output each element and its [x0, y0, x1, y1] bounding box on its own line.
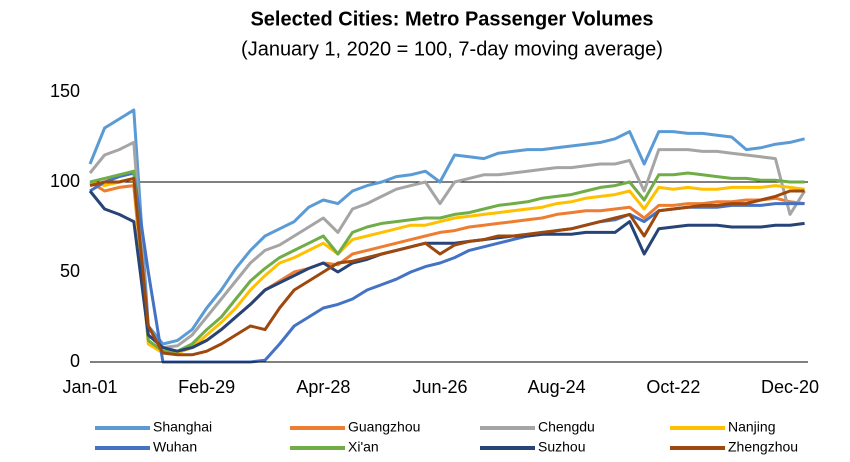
legend-label: Zhengzhou — [728, 439, 798, 455]
chart-title: Selected Cities: Metro Passenger Volumes — [250, 8, 653, 30]
chart-subtitle: (January 1, 2020 = 100, 7-day moving ave… — [241, 38, 663, 60]
series-line — [89, 176, 805, 355]
legend-label: Wuhan — [153, 439, 197, 455]
y-tick-label: 50 — [60, 261, 80, 281]
x-tick-label: Jan-01 — [62, 377, 117, 397]
series-line — [88, 140, 806, 350]
x-tick-label: Jun-26 — [412, 377, 467, 397]
x-tick-label: Feb-29 — [178, 377, 235, 397]
y-tick-label: 0 — [70, 351, 80, 371]
x-tick-label: Apr-28 — [296, 377, 350, 397]
legend-label: Suzhou — [538, 439, 585, 455]
series-line — [88, 108, 805, 346]
legend-label: Xi'an — [348, 439, 379, 455]
x-tick-label: Aug-24 — [528, 377, 586, 397]
series-line — [89, 171, 805, 364]
x-tick-label: Dec-20 — [761, 377, 819, 397]
y-tick-label: 100 — [50, 171, 80, 191]
series-line — [88, 190, 805, 353]
legend-label: Nanjing — [728, 419, 775, 435]
legend-label: Shanghai — [153, 419, 212, 435]
x-tick-label: Oct-22 — [646, 377, 700, 397]
y-tick-label: 150 — [50, 81, 80, 101]
legend-label: Chengdu — [538, 419, 595, 435]
series-line — [89, 169, 805, 353]
legend-label: Guangzhou — [348, 419, 420, 435]
series-line — [89, 176, 805, 357]
